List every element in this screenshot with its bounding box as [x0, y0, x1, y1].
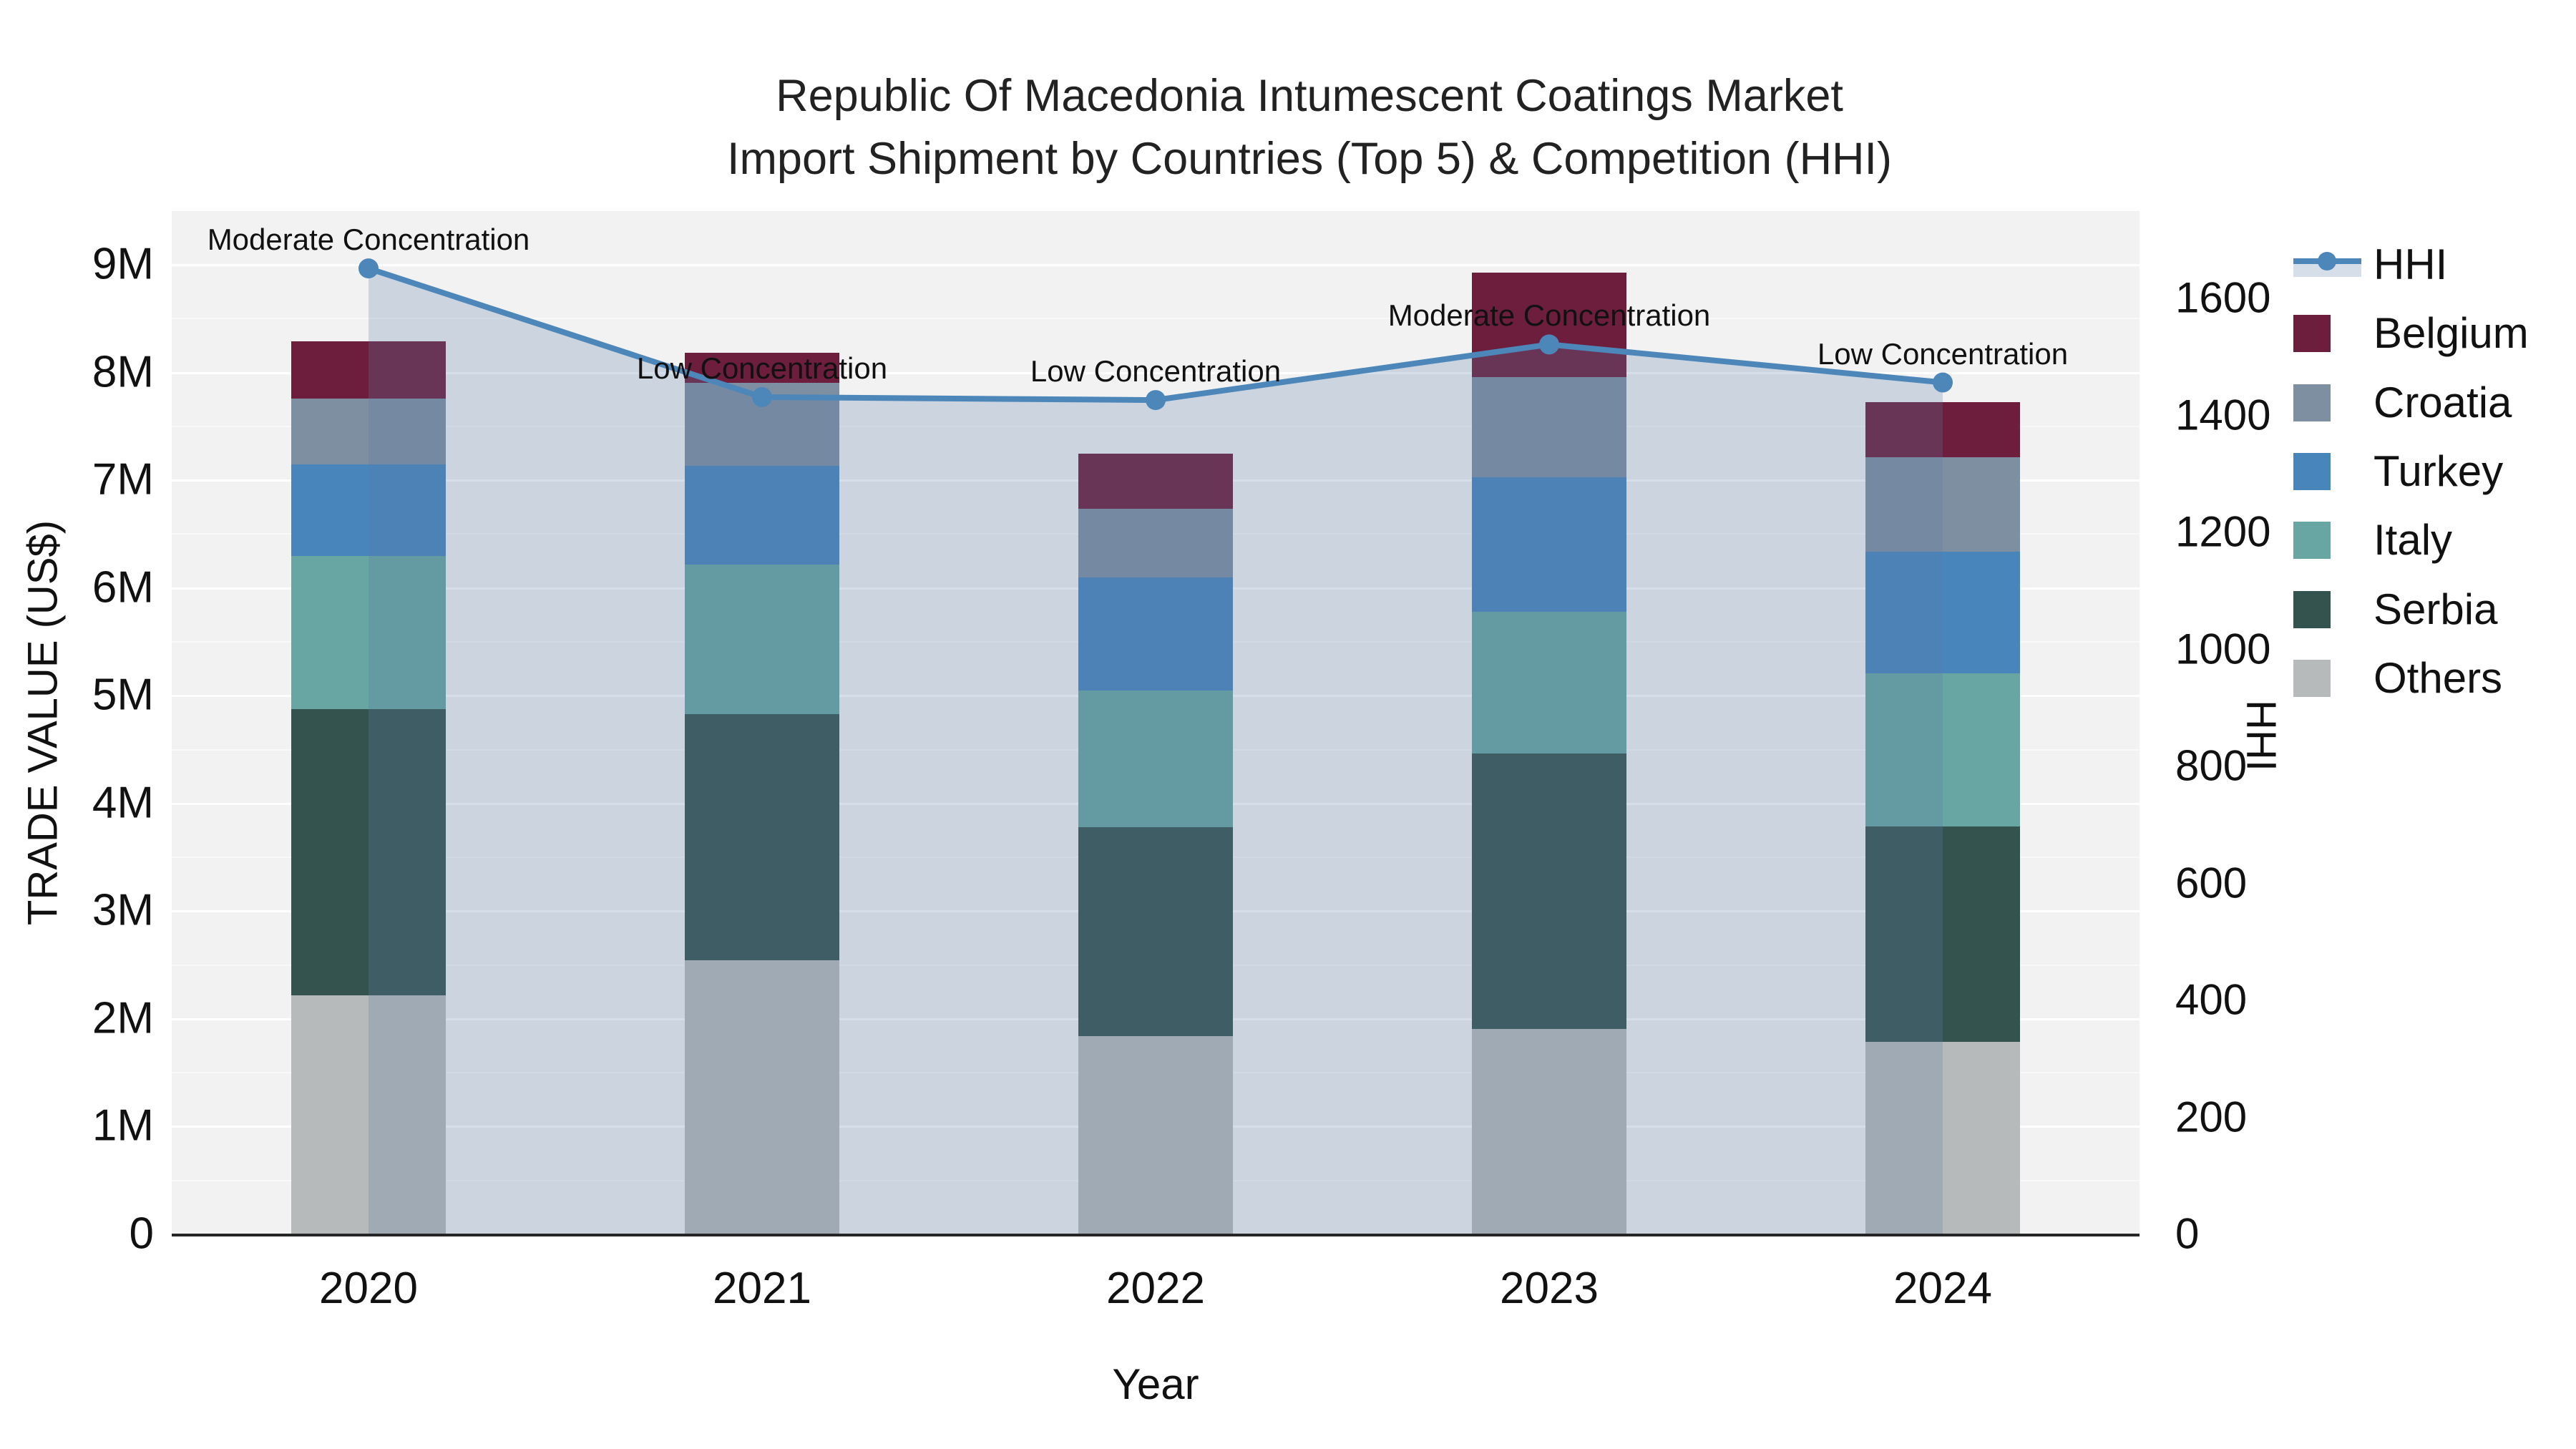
- bar-segment-others-2021: [685, 960, 839, 1234]
- legend-label-others: Others: [2373, 653, 2503, 702]
- bar-segment-croatia-2024: [1865, 457, 2020, 552]
- y-left-tick-0: 0: [129, 1209, 154, 1259]
- bar-segment-others-2022: [1078, 1036, 1233, 1234]
- y-right-tick-400: 400: [2175, 975, 2248, 1024]
- legend-swatch-serbia: [2293, 590, 2331, 628]
- y-left-tick-3M: 3M: [92, 885, 154, 935]
- legend-label-belgium: Belgium: [2373, 309, 2529, 358]
- x-axis-spine: [172, 1234, 2140, 1236]
- y-right-tick-1600: 1600: [2175, 273, 2271, 322]
- bar-segment-turkey-2021: [685, 465, 839, 565]
- bar-segment-others-2024: [1865, 1042, 2020, 1234]
- hhi-legend-symbol: [2293, 240, 2361, 290]
- y-axis-title-left: TRADE VALUE (US$): [19, 519, 67, 926]
- bar-segment-croatia-2020: [291, 399, 446, 465]
- legend-label-hhi: HHI: [2373, 240, 2448, 288]
- bar-segment-turkey-2023: [1472, 477, 1626, 613]
- legend-label-serbia: Serbia: [2373, 585, 2498, 633]
- bar-segment-serbia-2024: [1865, 826, 2020, 1042]
- y-right-tick-1000: 1000: [2175, 625, 2271, 673]
- y-right-tick-1200: 1200: [2175, 507, 2271, 556]
- y-left-tick-7M: 7M: [92, 454, 154, 504]
- y-right-tick-0: 0: [2175, 1209, 2200, 1258]
- legend-label-italy: Italy: [2373, 516, 2453, 565]
- y-right-tick-600: 600: [2175, 859, 2248, 907]
- annotation-2020: Moderate Concentration: [207, 223, 530, 257]
- bar-segment-croatia-2022: [1078, 508, 1233, 578]
- y-right-tick-800: 800: [2175, 741, 2248, 790]
- bar-segment-serbia-2021: [685, 714, 839, 960]
- annotation-2024: Low Concentration: [1817, 336, 2069, 371]
- bar-segment-serbia-2022: [1078, 827, 1233, 1037]
- chart-title-line1: Republic Of Macedonia Intumescent Coatin…: [776, 71, 1843, 121]
- x-tick-2023: 2023: [1500, 1264, 1599, 1313]
- bar-segment-turkey-2020: [291, 464, 446, 557]
- y-left-tick-4M: 4M: [92, 778, 154, 828]
- y-left-tick-9M: 9M: [92, 239, 154, 289]
- y-left-tick-8M: 8M: [92, 347, 154, 397]
- bar-segment-croatia-2023: [1472, 377, 1626, 478]
- bar-segment-belgium-2024: [1865, 401, 2020, 457]
- y-left-tick-6M: 6M: [92, 562, 154, 613]
- bar-segment-others-2023: [1472, 1028, 1626, 1234]
- annotation-2021: Low Concentration: [636, 351, 888, 385]
- legend-swatch-others: [2293, 659, 2331, 697]
- legend-swatch-turkey: [2293, 452, 2331, 490]
- y-right-tick-200: 200: [2175, 1093, 2248, 1141]
- bar-segment-serbia-2023: [1472, 753, 1626, 1029]
- bar-segment-italy-2020: [291, 556, 446, 709]
- bar-segment-turkey-2022: [1078, 577, 1233, 691]
- bar-segment-italy-2022: [1078, 691, 1233, 828]
- x-tick-2020: 2020: [319, 1264, 418, 1313]
- x-tick-2022: 2022: [1106, 1264, 1205, 1313]
- grid-line: [172, 425, 2140, 427]
- x-tick-2024: 2024: [1893, 1264, 1992, 1313]
- bar-segment-belgium-2020: [291, 341, 446, 399]
- x-axis-title: Year: [1112, 1360, 1199, 1408]
- bar-segment-italy-2023: [1472, 612, 1626, 753]
- bar-segment-serbia-2020: [291, 708, 446, 996]
- annotation-2023: Moderate Concentration: [1387, 298, 1711, 333]
- bar-segment-italy-2024: [1865, 673, 2020, 826]
- legend-swatch-croatia: [2293, 384, 2331, 421]
- y-left-tick-1M: 1M: [92, 1101, 154, 1151]
- bar-segment-italy-2021: [685, 565, 839, 715]
- legend-label-turkey: Turkey: [2373, 447, 2504, 495]
- legend-swatch-belgium: [2293, 315, 2331, 353]
- legend-label-croatia: Croatia: [2373, 378, 2512, 426]
- grid-line: [172, 264, 2140, 267]
- bar-segment-croatia-2021: [685, 382, 839, 466]
- grid-line: [172, 318, 2140, 320]
- hhi-legend-glyph: [2293, 252, 2361, 277]
- bar-segment-others-2020: [291, 995, 446, 1234]
- bar-segment-turkey-2024: [1865, 552, 2020, 674]
- y-right-tick-1400: 1400: [2175, 391, 2271, 439]
- bar-segment-belgium-2022: [1078, 454, 1233, 509]
- annotation-2022: Low Concentration: [1030, 354, 1282, 389]
- y-left-tick-5M: 5M: [92, 670, 154, 720]
- chart-title-line2: Import Shipment by Countries (Top 5) & C…: [726, 134, 1893, 184]
- x-tick-2021: 2021: [713, 1264, 811, 1313]
- legend-swatch-italy: [2293, 522, 2331, 560]
- y-left-tick-2M: 2M: [92, 993, 154, 1043]
